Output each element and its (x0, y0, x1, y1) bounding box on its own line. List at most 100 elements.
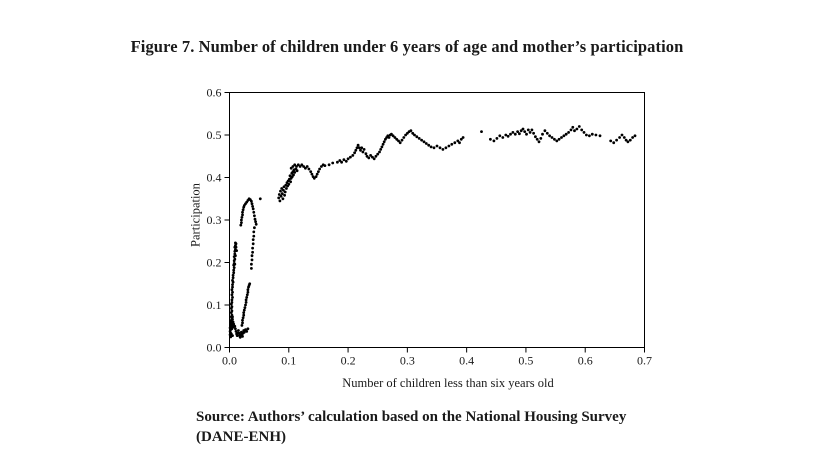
scatter-point (240, 324, 244, 327)
y-axis-title: Participation (188, 183, 203, 247)
scatter-point (511, 131, 515, 134)
scatter-point (280, 187, 284, 190)
scatter-point (250, 199, 253, 203)
scatter-point (279, 194, 283, 198)
x-tick-label: 0.0 (222, 354, 237, 368)
scatter-point (492, 139, 496, 143)
scatter-point (382, 140, 386, 144)
y-axis: 0.0 0.1 0.2 0.3 0.4 0.5 0.6 (207, 86, 230, 355)
scatter-point (489, 137, 492, 141)
scatter-point (242, 313, 246, 317)
scatter-point (590, 132, 594, 136)
scatter-point (295, 165, 298, 168)
x-tick-label: 0.4 (459, 354, 474, 368)
x-axis-title: Number of children less than six years o… (342, 376, 554, 390)
scatter-point (241, 213, 244, 217)
scatter-point (626, 140, 630, 144)
scatter-point (231, 283, 234, 286)
scatter-point (381, 142, 385, 146)
scatter-point (233, 262, 237, 266)
scatter-point (612, 141, 616, 145)
scatter-point (380, 145, 384, 149)
x-tick-label: 0.6 (578, 354, 593, 368)
scatter-point (550, 136, 554, 139)
scatter-point (278, 199, 282, 203)
scatter-point (235, 249, 239, 253)
scatter-point (461, 136, 465, 139)
scatter-point (307, 167, 311, 171)
scatter-point (537, 140, 541, 144)
scatter-point (287, 182, 291, 186)
y-tick-label: 0.4 (207, 171, 222, 185)
scatter-point (251, 242, 255, 246)
scatter-point (281, 197, 285, 201)
scatter-point (513, 132, 517, 136)
scatter-point (242, 330, 246, 334)
scatter-point (349, 155, 352, 159)
scatter-point (618, 136, 621, 139)
scatter-point (435, 144, 439, 148)
scatter-point (526, 128, 530, 132)
scatter-point (254, 220, 257, 224)
scatter-point (230, 293, 234, 297)
scatter-point (545, 131, 549, 135)
scatter-point (548, 134, 551, 138)
scatter-point (245, 296, 249, 299)
scatter-point (631, 136, 634, 139)
scatter-point (241, 318, 244, 322)
scatter-point (518, 132, 521, 136)
scatter-point (289, 166, 293, 170)
scatter-point (588, 134, 591, 138)
scatter-point (320, 165, 323, 168)
scatter-point (309, 170, 313, 174)
scatter-point (355, 146, 359, 150)
scatter-point (245, 293, 249, 297)
scatter-point (253, 217, 257, 221)
scatter-point (310, 172, 314, 176)
scatter-point (342, 158, 346, 162)
scatter-point (331, 161, 335, 165)
scatter-point (241, 210, 244, 214)
scatter-point (427, 143, 431, 147)
scatter-point (624, 138, 628, 142)
scatter-point (530, 128, 534, 132)
scatter-point (569, 128, 573, 132)
scatter-point (234, 241, 237, 245)
scatter-point (371, 155, 374, 159)
scatter-point (291, 165, 295, 168)
scatter-point (233, 257, 237, 261)
scatter-point (534, 135, 537, 139)
scatter-point (277, 196, 281, 200)
scatter-point (573, 129, 576, 133)
scatter-point (243, 306, 247, 309)
scatter-point (594, 133, 598, 137)
scatter-point (543, 129, 547, 133)
scatter-point (285, 187, 288, 190)
source-line-1: Source: Authors’ calculation based on th… (196, 409, 627, 425)
scatter-point (344, 159, 348, 163)
scatter-point (296, 163, 300, 167)
scatter-point (231, 276, 235, 280)
scatter-point (246, 327, 250, 331)
scatter-point (230, 298, 234, 302)
scatter-point (429, 145, 433, 149)
scatter-point (413, 133, 416, 137)
scatter-point (244, 298, 248, 302)
scatter-point (323, 164, 327, 168)
scatter-point (387, 136, 391, 139)
scatter-point (230, 309, 234, 313)
scatter-point (422, 140, 426, 144)
scatter-point (523, 130, 527, 134)
scatter-point (364, 152, 368, 156)
y-tick-label: 0.0 (207, 341, 222, 355)
scatter-point (541, 132, 544, 136)
scatter-point (415, 135, 419, 139)
scatter-point (327, 163, 331, 167)
scatter-point (231, 296, 234, 299)
scatter-point (379, 148, 383, 151)
scatter-point (409, 129, 413, 133)
scatter-point (519, 129, 523, 133)
scatter-point (628, 138, 632, 142)
scatter-point (231, 320, 235, 324)
